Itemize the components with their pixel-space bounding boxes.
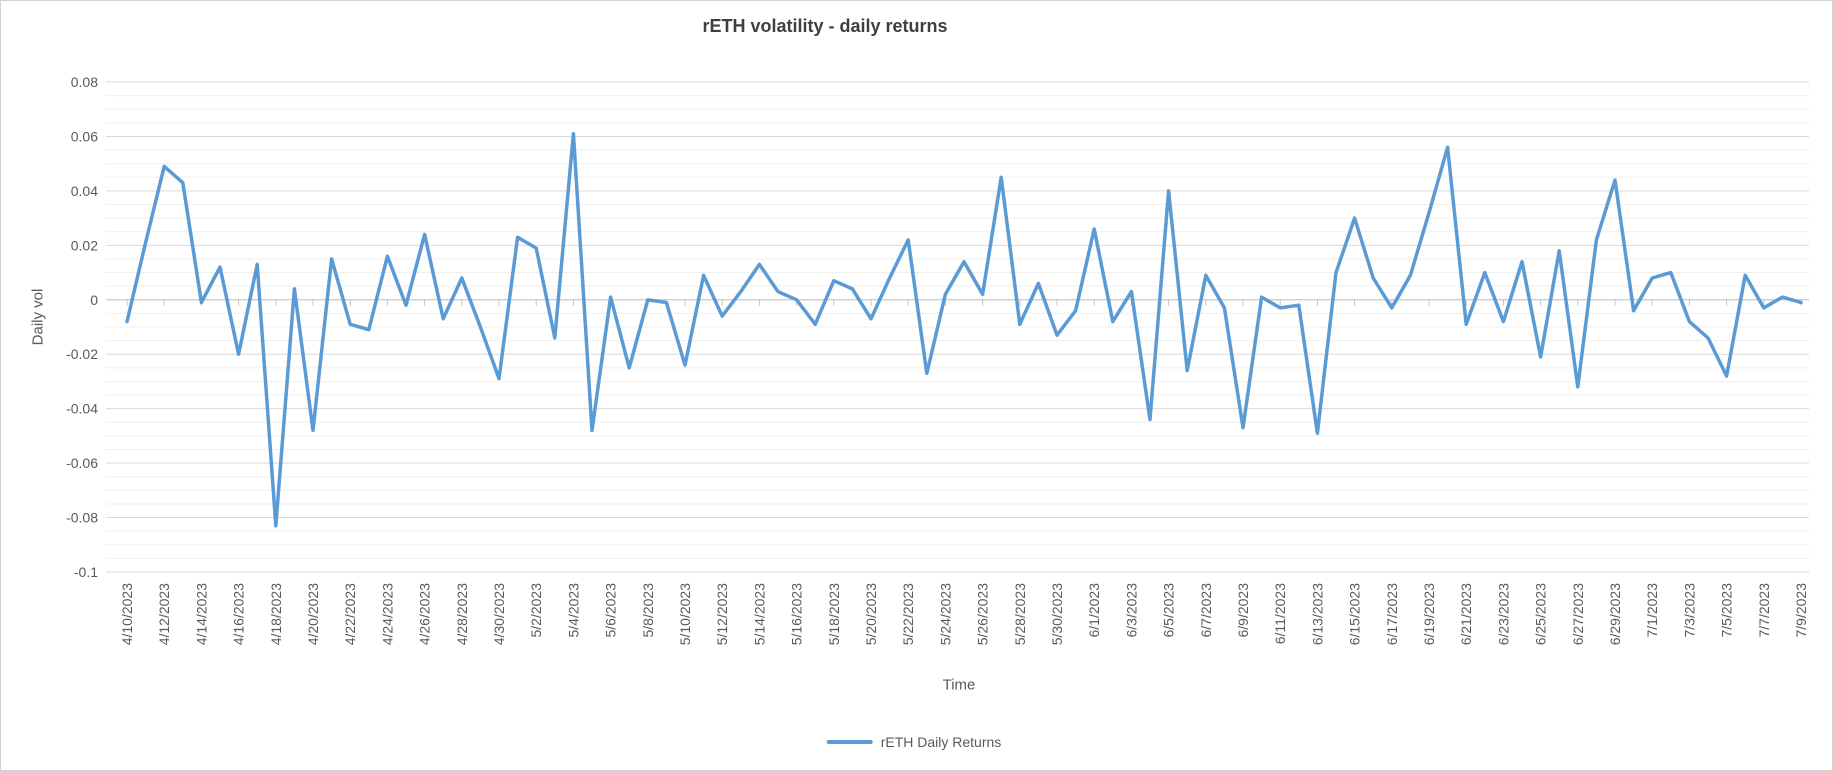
- x-tick-label: 4/24/2023: [379, 583, 395, 645]
- y-tick-label: -0.06: [66, 455, 98, 471]
- x-tick-label: 5/28/2023: [1012, 583, 1028, 645]
- legend-label: rETH Daily Returns: [880, 734, 1002, 750]
- x-tick-label: 4/22/2023: [342, 583, 358, 645]
- chart-title: rETH volatility - daily returns: [702, 16, 948, 36]
- x-tick-label: 6/19/2023: [1421, 583, 1437, 645]
- x-tick-label: 5/10/2023: [677, 583, 693, 645]
- y-tick-label: -0.02: [66, 346, 98, 362]
- x-tick-label: 4/14/2023: [193, 583, 209, 645]
- x-tick-label: 7/3/2023: [1681, 583, 1697, 638]
- x-tick-label: 6/9/2023: [1235, 583, 1251, 638]
- x-tick-label: 7/9/2023: [1793, 583, 1809, 638]
- x-tick-label: 6/15/2023: [1347, 583, 1363, 645]
- x-tick-label: 6/23/2023: [1495, 583, 1511, 645]
- x-tick-label: 4/28/2023: [454, 583, 470, 645]
- x-tick-label: 5/24/2023: [937, 583, 953, 645]
- x-tick-label: 6/5/2023: [1161, 583, 1177, 638]
- x-tick-label: 6/27/2023: [1570, 583, 1586, 645]
- x-tick-label: 5/6/2023: [603, 583, 619, 638]
- x-tick-label: 5/26/2023: [975, 583, 991, 645]
- x-tick-label: 5/16/2023: [789, 583, 805, 645]
- x-tick-label: 6/17/2023: [1384, 583, 1400, 645]
- x-tick-label: 4/30/2023: [491, 583, 507, 645]
- x-tick-label: 6/11/2023: [1272, 583, 1288, 644]
- x-tick-label: 4/12/2023: [156, 583, 172, 645]
- y-tick-label: -0.1: [74, 564, 98, 580]
- x-tick-label: 4/26/2023: [417, 583, 433, 645]
- x-tick-label: 5/20/2023: [863, 583, 879, 645]
- x-tick-label: 5/18/2023: [826, 583, 842, 645]
- x-tick-label: 5/14/2023: [751, 583, 767, 645]
- x-tick-label: 7/1/2023: [1644, 583, 1660, 638]
- y-tick-label: 0.04: [71, 183, 98, 199]
- legend: rETH Daily Returns: [826, 734, 1002, 750]
- x-tick-label: 4/20/2023: [305, 583, 321, 645]
- x-tick-label: 5/22/2023: [900, 583, 916, 645]
- y-tick-label: 0.08: [71, 74, 98, 90]
- x-tick-label: 7/5/2023: [1719, 583, 1735, 638]
- reth-daily-returns-line: [125, 131, 1803, 528]
- x-tick-label: 4/18/2023: [268, 583, 284, 645]
- x-tick-label: 5/8/2023: [640, 583, 656, 638]
- x-tick-label: 7/7/2023: [1756, 583, 1772, 638]
- x-tick-label: 5/30/2023: [1049, 583, 1065, 645]
- x-tick-label: 6/21/2023: [1458, 583, 1474, 645]
- x-tick-label: 6/1/2023: [1086, 583, 1102, 638]
- x-tick-label: 4/10/2023: [119, 583, 135, 645]
- x-tick-label: 4/16/2023: [231, 583, 247, 645]
- x-tick-label: 5/12/2023: [714, 583, 730, 645]
- y-tick-label: -0.08: [66, 510, 98, 526]
- legend-line-swatch: [826, 740, 873, 744]
- x-tick-label: 6/29/2023: [1607, 583, 1623, 645]
- x-tick-label: 5/4/2023: [565, 583, 581, 638]
- x-tick-label: 5/2/2023: [528, 583, 544, 638]
- y-tick-label: -0.04: [66, 401, 98, 417]
- x-tick-label: 6/13/2023: [1309, 583, 1325, 645]
- y-tick-label: 0.06: [71, 128, 98, 144]
- x-tick-label: 6/25/2023: [1533, 583, 1549, 645]
- x-tick-label: 6/3/2023: [1123, 583, 1139, 638]
- y-axis-title: Daily vol: [29, 288, 47, 346]
- y-tick-label: 0.02: [71, 237, 98, 253]
- x-tick-label: 6/7/2023: [1198, 583, 1214, 638]
- y-tick-label: 0: [90, 292, 98, 308]
- x-axis-title: Time: [942, 676, 976, 694]
